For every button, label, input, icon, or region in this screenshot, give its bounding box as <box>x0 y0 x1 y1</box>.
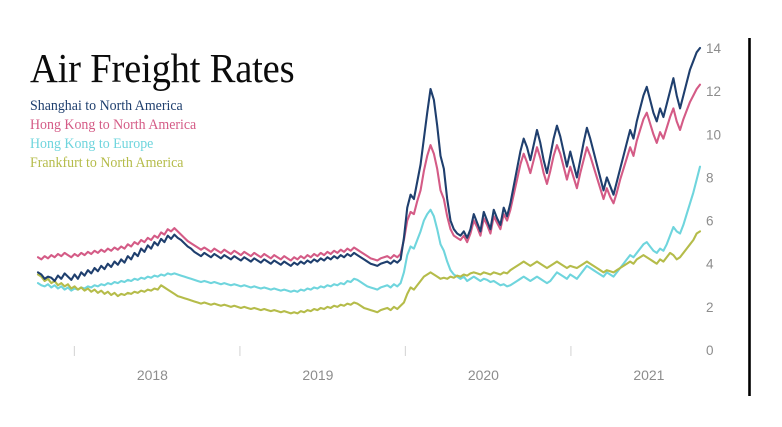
legend-item-frankfurt-north-america[interactable]: Frankfurt to North America <box>30 154 347 173</box>
y-axis-tick-label: 0 <box>706 343 714 358</box>
x-axis-tickmarks <box>73 346 572 356</box>
series-line-frankfurt-to-north-america <box>36 230 702 315</box>
x-axis-tick-label: 2018 <box>137 367 168 383</box>
series-line-hong-kong-to-europe <box>36 165 702 293</box>
legend: Shanghai to North America Hong Kong to N… <box>30 97 360 173</box>
y-axis-tick-label: 8 <box>706 170 714 185</box>
y-axis-labels: 14 12 10 8 6 4 2 0 <box>706 41 722 358</box>
series-layer <box>36 46 702 315</box>
x-axis-tick-label: 2021 <box>633 367 664 383</box>
x-axis-tick-label: 2019 <box>302 367 333 383</box>
legend-item-label: Hong Kong to Europe <box>30 136 154 152</box>
header-block: Air Freight Rates Shanghai to North Amer… <box>30 46 360 173</box>
x-axis-labels: 2018 2019 2020 2021 <box>137 367 665 383</box>
y-axis-tick-label: 4 <box>706 257 714 272</box>
y-axis-tick-label: 6 <box>706 214 714 229</box>
y-axis-tick-label: 10 <box>706 127 721 142</box>
legend-item-label: Shanghai to North America <box>30 98 183 114</box>
legend-item-hongkong-north-america[interactable]: Hong Kong to North America <box>30 116 347 135</box>
page-title: Air Freight Rates <box>30 45 295 91</box>
y-axis-tick-label: 12 <box>706 84 721 99</box>
legend-item-hongkong-europe[interactable]: Hong Kong to Europe <box>30 135 347 154</box>
x-axis-tick-label: 2020 <box>468 367 499 383</box>
series-line-hong-kong-to-north-america <box>36 83 702 262</box>
legend-item-label: Frankfurt to North America <box>30 155 184 171</box>
legend-item-label: Hong Kong to North America <box>30 117 197 133</box>
legend-item-shanghai-north-america[interactable]: Shanghai to North America <box>30 97 347 116</box>
y-axis-tick-label: 2 <box>706 300 714 315</box>
series-line-shanghai-to-north-america <box>36 46 702 283</box>
y-axis-tick-label: 14 <box>706 41 722 56</box>
